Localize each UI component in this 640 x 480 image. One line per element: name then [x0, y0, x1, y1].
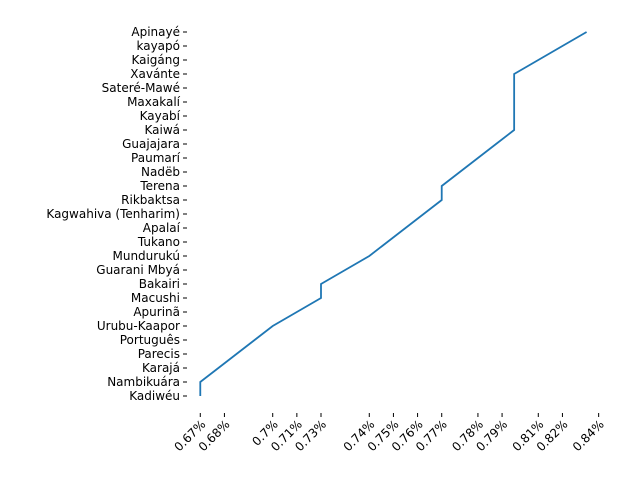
- y-tick-label: Mundurukú: [112, 249, 180, 263]
- y-tick-label: Rikbaktsa: [121, 193, 180, 207]
- y-tick-label: kayapó: [136, 39, 180, 53]
- y-tick-label: Parecis: [138, 347, 180, 361]
- y-tick-label: Kaigáng: [131, 53, 180, 67]
- y-tick-label: Kagwahiva (Tenharim): [46, 207, 180, 221]
- y-tick-label: Guarani Mbyá: [96, 263, 180, 277]
- x-axis-tick-labels: 0.67%0.68% 0.7%0.71%0.73% 0.74%0.75%0.76%0…: [172, 417, 607, 454]
- y-tick-label: Terena: [139, 179, 180, 193]
- y-tick-label: Maxakalí: [127, 95, 181, 109]
- y-tick-label: Nambikuára: [107, 375, 180, 389]
- data-series-line: [199, 31, 588, 396]
- y-tick-label: Apalaí: [143, 221, 181, 235]
- y-tick-label: Apurinã: [133, 305, 180, 319]
- y-tick-label: Kaiwá: [144, 123, 180, 137]
- y-tick-label: Karajá: [142, 361, 180, 375]
- y-tick-label: Tukano: [137, 235, 180, 249]
- y-tick-label: Kayabí: [140, 109, 181, 123]
- x-tick-label: 0.84%: [570, 417, 607, 454]
- y-tick-label: Nadëb: [141, 165, 180, 179]
- y-axis-ticks: [183, 31, 187, 397]
- y-tick-label: Macushi: [131, 291, 180, 305]
- y-axis-tick-labels: KadiwéuNambikuáraKarajáParecisPortuguêsU…: [46, 25, 180, 403]
- y-tick-label: Guajajara: [122, 137, 180, 151]
- y-tick-label: Bakairi: [139, 277, 180, 291]
- x-axis-ticks: [199, 413, 600, 417]
- y-tick-label: Português: [120, 333, 180, 347]
- y-tick-label: Kadiwéu: [129, 389, 180, 403]
- y-tick-label: Sateré-Mawé: [102, 81, 180, 95]
- y-tick-label: Paumarí: [131, 151, 181, 165]
- y-tick-label: Urubu-Kaapor: [97, 319, 180, 333]
- y-tick-label: Xavánte: [130, 67, 180, 81]
- y-tick-label: Apinayé: [131, 25, 180, 39]
